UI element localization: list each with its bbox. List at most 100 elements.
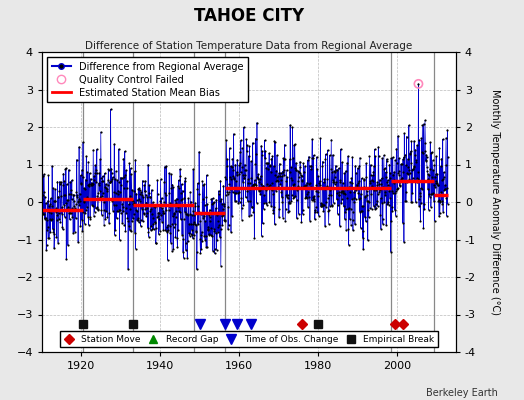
- Point: [102, 181, 110, 187]
- Point: [40, 171, 48, 178]
- Point: [116, 207, 124, 214]
- Point: [143, 199, 151, 206]
- Point: [109, 196, 117, 202]
- Point: [177, 216, 185, 222]
- Point: [72, 189, 81, 195]
- Point: [338, 159, 346, 166]
- Point: [163, 222, 172, 228]
- Point: [353, 184, 361, 190]
- Point: [442, 213, 451, 219]
- Point: [144, 161, 152, 168]
- Point: [362, 160, 370, 166]
- Point: [66, 178, 74, 185]
- Point: [280, 172, 288, 178]
- Point: [403, 164, 412, 170]
- Point: [301, 182, 310, 188]
- Point: [177, 190, 185, 196]
- Point: [344, 225, 353, 232]
- Point: [64, 166, 73, 173]
- Point: [360, 176, 368, 182]
- Point: [233, 156, 242, 163]
- Point: [425, 194, 434, 200]
- Point: [201, 218, 210, 224]
- Point: [365, 198, 373, 205]
- Point: [201, 233, 210, 239]
- Point: [283, 195, 292, 201]
- Point: [57, 179, 66, 186]
- Point: [341, 191, 350, 197]
- Point: [266, 162, 274, 169]
- Point: [214, 228, 222, 235]
- Point: [282, 167, 291, 173]
- Point: [77, 181, 85, 187]
- Point: [140, 188, 149, 195]
- Point: [346, 178, 354, 185]
- Point: [119, 156, 128, 162]
- Point: [323, 183, 331, 190]
- Point: [250, 234, 258, 241]
- Point: [323, 147, 332, 153]
- Point: [291, 167, 300, 173]
- Point: [261, 200, 270, 206]
- Point: [269, 210, 278, 216]
- Point: [211, 246, 219, 252]
- Point: [340, 170, 348, 177]
- Point: [357, 191, 365, 197]
- Point: [63, 206, 71, 212]
- Point: [128, 218, 136, 224]
- Point: [60, 178, 68, 184]
- Text: TAHOE CITY: TAHOE CITY: [194, 7, 304, 25]
- Point: [116, 174, 125, 181]
- Point: [325, 152, 334, 158]
- Point: [77, 180, 85, 186]
- Point: [229, 189, 237, 196]
- Point: [374, 144, 383, 150]
- Point: [331, 167, 340, 173]
- Point: [138, 178, 147, 184]
- Point: [371, 153, 379, 160]
- Point: [86, 180, 95, 187]
- Point: [224, 222, 233, 228]
- Point: [414, 81, 422, 87]
- Point: [64, 242, 72, 248]
- Point: [142, 213, 150, 220]
- Point: [216, 198, 224, 204]
- Point: [265, 199, 274, 205]
- Point: [377, 175, 386, 182]
- Point: [276, 160, 284, 167]
- Point: [332, 196, 341, 202]
- Point: [414, 81, 423, 87]
- Point: [191, 200, 200, 206]
- Point: [91, 170, 99, 176]
- Point: [103, 182, 112, 188]
- Point: [378, 200, 386, 206]
- Point: [53, 212, 61, 218]
- Point: [258, 152, 266, 158]
- Point: [148, 186, 156, 193]
- Point: [124, 266, 132, 272]
- Point: [264, 166, 272, 172]
- Point: [330, 179, 338, 186]
- Point: [307, 162, 315, 169]
- Point: [203, 244, 211, 250]
- Point: [224, 226, 232, 232]
- Point: [375, 187, 384, 194]
- Point: [107, 170, 116, 176]
- Point: [61, 200, 70, 206]
- Point: [146, 194, 154, 200]
- Point: [63, 197, 72, 203]
- Point: [153, 202, 161, 209]
- Point: [398, 175, 407, 181]
- Point: [355, 208, 364, 215]
- Point: [363, 192, 372, 198]
- Point: [133, 217, 141, 224]
- Point: [215, 188, 223, 194]
- Point: [322, 184, 331, 190]
- Point: [180, 178, 189, 184]
- Point: [162, 206, 170, 213]
- Point: [329, 152, 337, 158]
- Point: [46, 201, 54, 208]
- Point: [118, 201, 127, 207]
- Point: [150, 203, 158, 210]
- Point: [89, 181, 97, 187]
